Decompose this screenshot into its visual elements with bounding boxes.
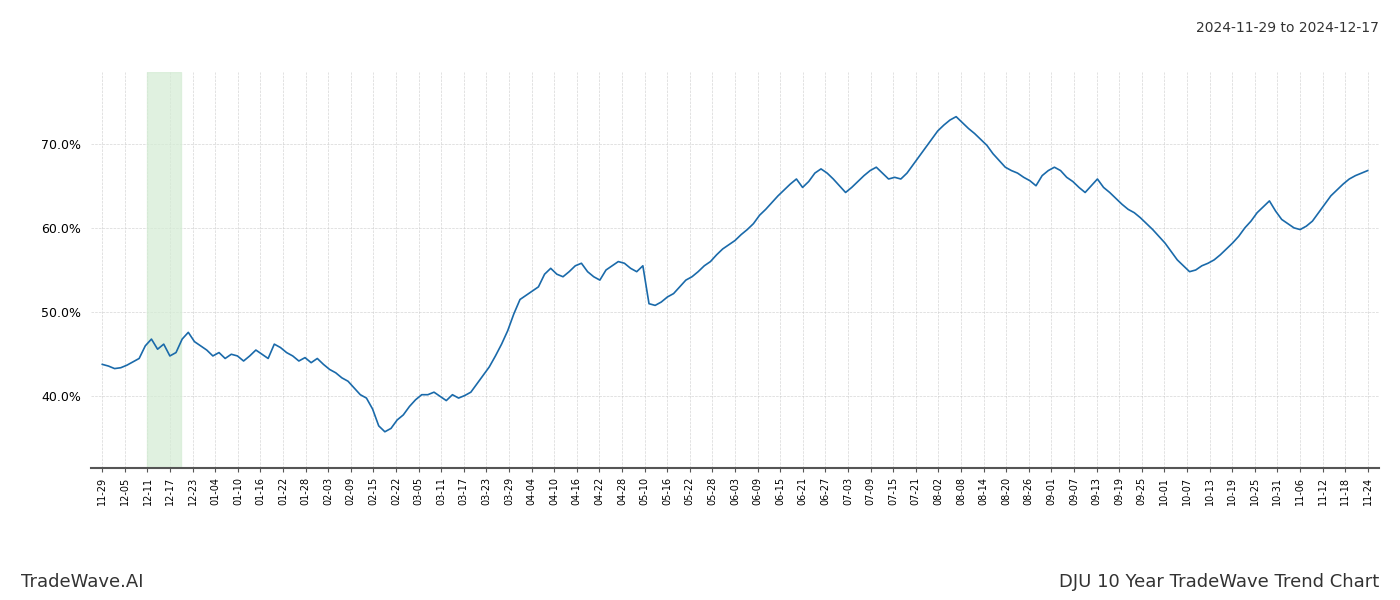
- Text: DJU 10 Year TradeWave Trend Chart: DJU 10 Year TradeWave Trend Chart: [1058, 573, 1379, 591]
- Text: TradeWave.AI: TradeWave.AI: [21, 573, 143, 591]
- Bar: [147, 72, 182, 468]
- Text: 2024-11-29 to 2024-12-17: 2024-11-29 to 2024-12-17: [1196, 21, 1379, 35]
